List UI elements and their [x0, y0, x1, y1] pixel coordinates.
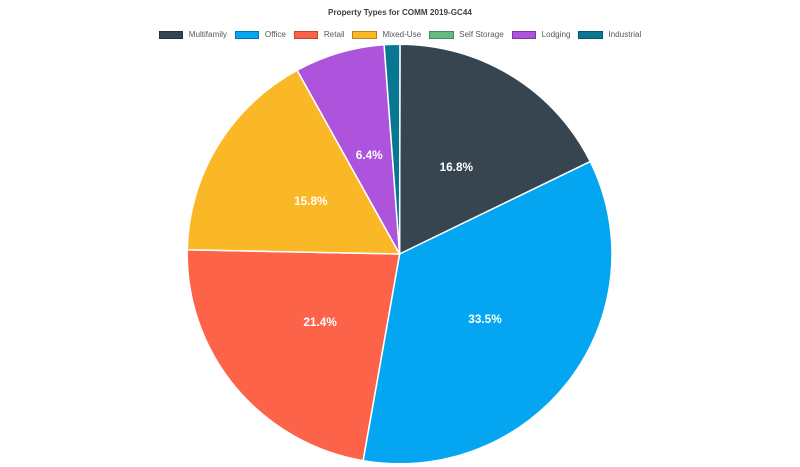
svg-text:15.8%: 15.8% [294, 194, 328, 208]
svg-text:33.5%: 33.5% [468, 312, 502, 326]
svg-text:21.4%: 21.4% [303, 315, 337, 329]
svg-text:16.8%: 16.8% [440, 160, 474, 174]
svg-text:6.4%: 6.4% [356, 148, 383, 162]
